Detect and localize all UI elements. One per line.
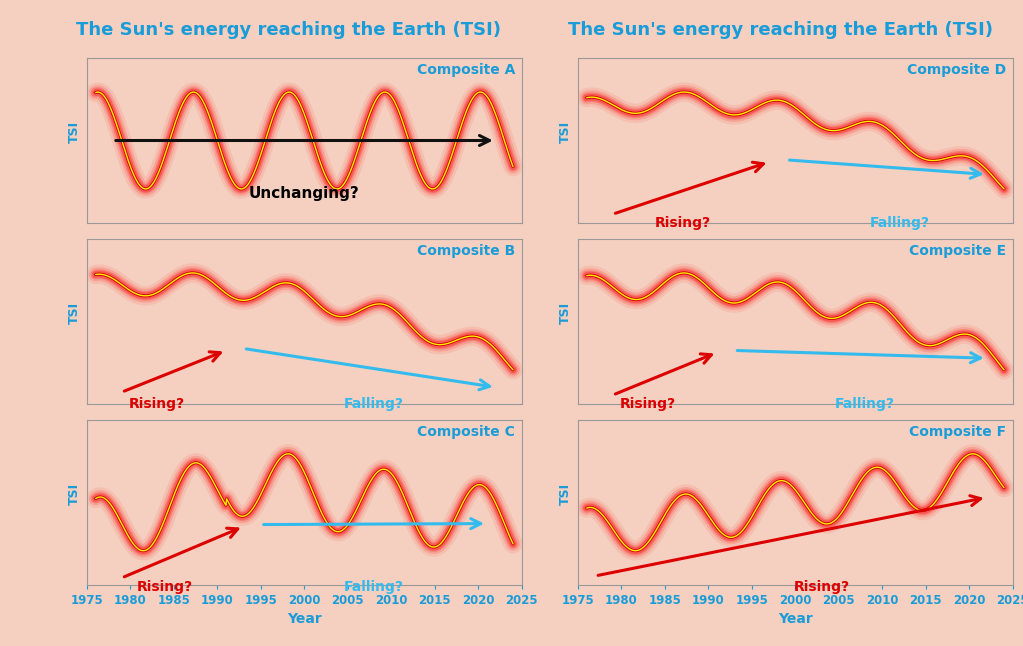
Text: TSI: TSI <box>69 302 81 324</box>
Text: Rising?: Rising? <box>129 397 184 411</box>
Text: Composite D: Composite D <box>907 63 1007 77</box>
Text: Composite F: Composite F <box>909 425 1007 439</box>
Text: TSI: TSI <box>69 483 81 505</box>
Text: The Sun's energy reaching the Earth (TSI): The Sun's energy reaching the Earth (TSI… <box>568 21 992 39</box>
Text: Rising?: Rising? <box>794 580 849 594</box>
Text: Falling?: Falling? <box>870 216 930 230</box>
Text: The Sun's energy reaching the Earth (TSI): The Sun's energy reaching the Earth (TSI… <box>77 21 501 39</box>
Text: TSI: TSI <box>69 121 81 143</box>
Text: Composite A: Composite A <box>416 63 516 77</box>
Text: Rising?: Rising? <box>655 216 710 230</box>
Text: Rising?: Rising? <box>137 580 193 594</box>
Text: Composite C: Composite C <box>417 425 516 439</box>
Text: Year: Year <box>287 612 321 627</box>
Text: Year: Year <box>779 612 812 627</box>
Text: Unchanging?: Unchanging? <box>249 185 360 201</box>
Text: TSI: TSI <box>560 302 573 324</box>
Text: Rising?: Rising? <box>620 397 675 411</box>
Text: Composite E: Composite E <box>909 244 1007 258</box>
Text: TSI: TSI <box>560 121 573 143</box>
Text: TSI: TSI <box>560 483 573 505</box>
Text: Falling?: Falling? <box>835 397 895 411</box>
Text: Falling?: Falling? <box>344 580 404 594</box>
Text: Falling?: Falling? <box>344 397 404 411</box>
Text: Composite B: Composite B <box>417 244 516 258</box>
